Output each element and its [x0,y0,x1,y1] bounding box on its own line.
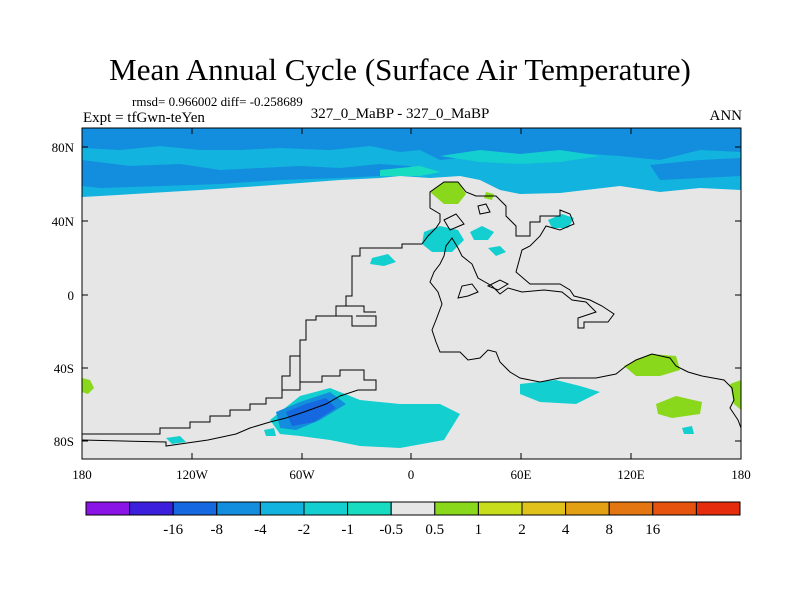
colorbar-label: -2 [298,522,311,538]
colorbar-swatch [434,501,479,516]
colorbar-label: -16 [163,522,183,538]
colorbar-swatch [259,501,305,516]
colorbar-swatch [477,501,523,516]
colorbar-swatch [303,501,349,516]
colorbar-label: -4 [254,522,267,538]
colorbar-swatch [521,501,567,516]
latitude-axis: 80N 40N 0 40S 80S [52,140,741,449]
colorbar-swatch [85,501,131,516]
colorbar-label: 0.5 [425,522,444,538]
season-label: ANN [709,108,743,124]
colorbar-swatch [608,501,654,516]
lat-tick-label: 40S [54,361,74,376]
colorbar-swatch [565,501,610,516]
lon-tick-label: 0 [408,467,415,482]
lat-tick-label: 80S [54,434,74,449]
lat-tick-label: 80N [52,140,75,155]
lon-tick-label: 60W [289,467,315,482]
colorbar-label: 1 [475,522,483,538]
stats-text: rmsd= 0.966002 diff= -0.258689 [132,94,303,109]
southern-anomalies [82,354,741,448]
colorbar-swatch [347,501,392,516]
colorbar-label: 8 [605,522,613,538]
colorbar-label: 4 [562,522,570,538]
lon-tick-label: 60E [511,467,532,482]
coastlines [81,181,742,447]
map-title: Mean Annual Cycle (Surface Air Temperatu… [109,52,691,87]
lon-tick-label: 180 [72,467,92,482]
colorbar-swatch [172,501,218,516]
colorbar-label: -8 [211,522,224,538]
colorbar-swatch [216,501,261,516]
colorbar-swatch [390,501,436,516]
arctic-anomaly-band [82,128,741,197]
lon-tick-label: 120E [617,467,645,482]
experiment-label: Expt = tfGwn-teYen [83,110,205,126]
colorbar-swatch [652,501,697,516]
colorbar-swatch [695,501,741,516]
colorbar: -16 -8 -4 -2 -1 -0.5 0.5 1 2 4 8 16 [85,501,741,538]
colorbar-label: -0.5 [379,522,403,538]
lat-tick-label: 40N [52,214,75,229]
colorbar-label: -1 [341,522,354,538]
lon-tick-label: 120W [176,467,209,482]
mid-latitude-anomalies [370,182,574,266]
lon-tick-label: 180 [731,467,751,482]
colorbar-label: 2 [518,522,526,538]
colorbar-label: 16 [645,522,661,538]
lat-tick-label: 0 [68,288,75,303]
colorbar-swatch [129,501,174,516]
longitude-axis: 180 120W 60W 0 60E 120E 180 [72,128,751,482]
center-label: 327_0_MaBP - 327_0_MaBP [310,106,490,122]
